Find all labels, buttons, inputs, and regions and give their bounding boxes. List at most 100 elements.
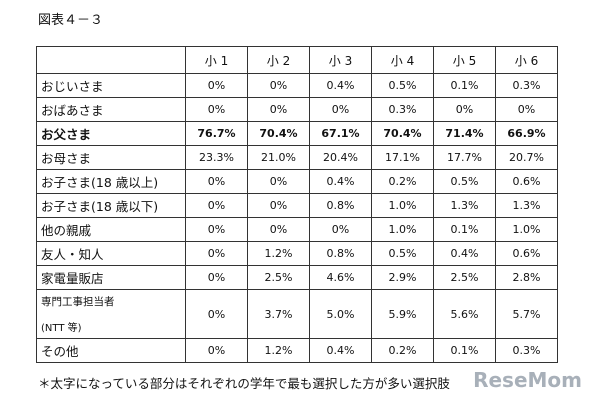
- row-label-text: お子さま(18 歳以上): [41, 175, 159, 190]
- cell-value: 1.0%: [495, 217, 558, 242]
- cell-value: 20.4%: [309, 145, 372, 170]
- cell-value: 20.7%: [495, 145, 558, 170]
- table-row: おばあさま 0% 0% 0% 0.3% 0% 0%: [36, 97, 558, 122]
- cell-value: 76.7%: [185, 121, 248, 146]
- cell-value: 0%: [185, 217, 248, 242]
- cell-value: 71.4%: [433, 121, 496, 146]
- cell-value: 0%: [495, 97, 558, 122]
- table-row: 友人・知人 0% 1.2% 0.8% 0.5% 0.4% 0.6%: [36, 241, 558, 266]
- row-label: 他の親戚: [36, 217, 186, 242]
- row-label: 家電量販店: [36, 265, 186, 290]
- cell-value: 0.4%: [309, 338, 372, 363]
- table-row: その他 0% 1.2% 0.4% 0.2% 0.1% 0.3%: [36, 338, 558, 363]
- table-row: お母さま 23.3% 21.0% 20.4% 17.1% 17.7% 20.7%: [36, 145, 558, 170]
- column-header: 小 2: [247, 46, 310, 74]
- cell-value: 0.1%: [433, 217, 496, 242]
- cell-value: 70.4%: [371, 121, 434, 146]
- cell-value: 1.3%: [433, 193, 496, 218]
- cell-value: 2.5%: [433, 265, 496, 290]
- cell-value: 1.0%: [371, 193, 434, 218]
- cell-value: 0.4%: [309, 169, 372, 194]
- table-row: 他の親戚 0% 0% 0% 1.0% 0.1% 1.0%: [36, 217, 558, 242]
- table-row: お子さま(18 歳以下) 0% 0% 0.8% 1.0% 1.3% 1.3%: [36, 193, 558, 218]
- cell-value: 21.0%: [247, 145, 310, 170]
- cell-value: 0%: [185, 265, 248, 290]
- row-label: 専門工事担当者 (NTT 等): [36, 289, 186, 339]
- cell-value: 0.1%: [433, 73, 496, 98]
- row-label-text: 専門工事担当者: [41, 296, 115, 308]
- cell-value: 0.5%: [433, 169, 496, 194]
- row-label: お母さま: [36, 145, 186, 170]
- row-label-text: 他の親戚: [41, 223, 92, 238]
- cell-value: 0%: [247, 217, 310, 242]
- cell-value: 5.0%: [309, 289, 372, 339]
- corner-cell: [36, 46, 186, 74]
- cell-value: 0.4%: [433, 241, 496, 266]
- cell-value: 1.0%: [371, 217, 434, 242]
- cell-value: 0%: [309, 217, 372, 242]
- cell-value: 0.5%: [371, 241, 434, 266]
- cell-value: 0.3%: [495, 338, 558, 363]
- column-header: 小 1: [185, 46, 248, 74]
- cell-value: 0%: [185, 193, 248, 218]
- cell-value: 0%: [185, 338, 248, 363]
- cell-value: 0.1%: [433, 338, 496, 363]
- cell-value: 0%: [247, 193, 310, 218]
- cell-value: 0%: [185, 97, 248, 122]
- cell-value: 0%: [185, 289, 248, 339]
- cell-value: 0.4%: [309, 73, 372, 98]
- row-label: お子さま(18 歳以下): [36, 193, 186, 218]
- cell-value: 0%: [309, 97, 372, 122]
- watermark: ReseMom: [473, 368, 582, 392]
- cell-value: 0.2%: [371, 169, 434, 194]
- row-label-text: 友人・知人: [41, 247, 104, 262]
- cell-value: 4.6%: [309, 265, 372, 290]
- table-row: 専門工事担当者 (NTT 等) 0% 3.7% 5.0% 5.9% 5.6% 5.7%: [36, 289, 558, 339]
- figure-title: 図表４－３: [38, 13, 104, 28]
- cell-value: 2.8%: [495, 265, 558, 290]
- row-label: おじいさま: [36, 73, 186, 98]
- row-sublabel: (NTT 等): [41, 323, 82, 334]
- cell-value: 23.3%: [185, 145, 248, 170]
- column-header: 小 6: [495, 46, 558, 74]
- row-label-text: お子さま(18 歳以下): [41, 199, 159, 214]
- cell-value: 0.2%: [371, 338, 434, 363]
- cell-value: 17.7%: [433, 145, 496, 170]
- table-row: 家電量販店 0% 2.5% 4.6% 2.9% 2.5% 2.8%: [36, 265, 558, 290]
- row-label: お父さま: [36, 121, 186, 146]
- row-label: お子さま(18 歳以上): [36, 169, 186, 194]
- cell-value: 2.5%: [247, 265, 310, 290]
- cell-value: 66.9%: [495, 121, 558, 146]
- row-label: おばあさま: [36, 97, 186, 122]
- cell-value: 0%: [247, 73, 310, 98]
- cell-value: 3.7%: [247, 289, 310, 339]
- cell-value: 0%: [433, 97, 496, 122]
- cell-value: 1.2%: [247, 338, 310, 363]
- cell-value: 0%: [185, 73, 248, 98]
- row-label-text: おばあさま: [41, 103, 104, 118]
- row-label: その他: [36, 338, 186, 363]
- table-row: お父さま 76.7% 70.4% 67.1% 70.4% 71.4% 66.9%: [36, 121, 558, 146]
- cell-value: 0.5%: [371, 73, 434, 98]
- cell-value: 5.7%: [495, 289, 558, 339]
- cell-value: 0.6%: [495, 169, 558, 194]
- cell-value: 67.1%: [309, 121, 372, 146]
- column-header: 小 3: [309, 46, 372, 74]
- cell-value: 0.3%: [495, 73, 558, 98]
- cell-value: 1.3%: [495, 193, 558, 218]
- table-row: おじいさま 0% 0% 0.4% 0.5% 0.1% 0.3%: [36, 73, 558, 98]
- cell-value: 0%: [247, 169, 310, 194]
- cell-value: 1.2%: [247, 241, 310, 266]
- row-label-text: 家電量販店: [41, 271, 104, 286]
- footnote: ＊太字になっている部分はそれぞれの学年で最も選択した方が多い選択肢: [38, 376, 450, 391]
- cell-value: 5.6%: [433, 289, 496, 339]
- column-header: 小 4: [371, 46, 434, 74]
- row-label-text: お母さま: [41, 151, 92, 166]
- cell-value: 0.8%: [309, 241, 372, 266]
- column-header: 小 5: [433, 46, 496, 74]
- table-row: お子さま(18 歳以上) 0% 0% 0.4% 0.2% 0.5% 0.6%: [36, 169, 558, 194]
- cell-value: 5.9%: [371, 289, 434, 339]
- row-label: 友人・知人: [36, 241, 186, 266]
